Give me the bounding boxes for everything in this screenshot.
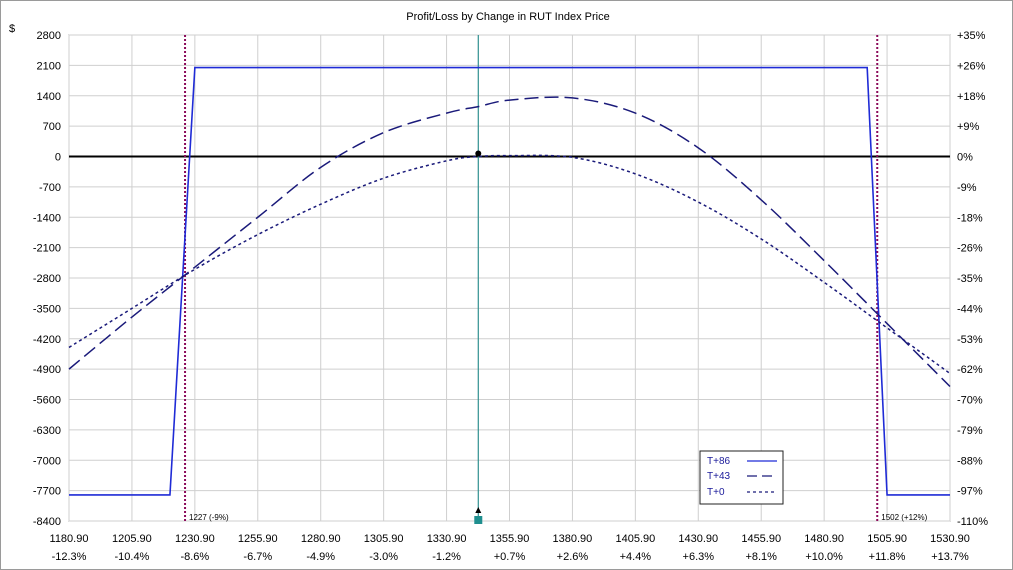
x-tick-label: 1380.90: [553, 533, 593, 545]
legend-label-t86: T+86: [707, 456, 731, 467]
x-tick-label: 1505.90: [867, 533, 907, 545]
x-pct-tick-label: -4.9%: [306, 551, 335, 563]
breakeven-label: 1227 (-9%): [189, 513, 229, 522]
y-tick-label: 0: [55, 152, 61, 164]
y-axis-unit-label: $: [9, 23, 15, 35]
y-pct-tick-label: -18%: [957, 212, 983, 224]
legend: T+86 T+43 T+0: [699, 450, 784, 505]
current-price-handle[interactable]: [474, 516, 483, 524]
y-tick-label: -6300: [33, 425, 61, 437]
x-pct-tick-label: +13.7%: [931, 551, 969, 563]
y-pct-tick-label: +18%: [957, 91, 986, 103]
y-tick-label: -4200: [33, 334, 61, 346]
y-pct-tick-label: -26%: [957, 243, 983, 255]
y-tick-label: 2100: [37, 60, 61, 72]
y-pct-tick-label: +9%: [957, 121, 980, 133]
series-line-t43: [68, 96, 951, 388]
current-pnl-marker: [475, 150, 482, 157]
y-tick-label: 2800: [37, 30, 61, 42]
y-pct-tick-label: +26%: [957, 60, 986, 72]
y-pct-tick-label: -62%: [957, 364, 983, 376]
x-tick-label: 1405.90: [615, 533, 655, 545]
y-tick-label: -4900: [33, 364, 61, 376]
y-pct-tick-label: -9%: [957, 182, 977, 194]
legend-label-t0: T+0: [707, 487, 725, 498]
y-tick-label: 1400: [37, 91, 61, 103]
y-axis-right-ticks: +35% +26% +18% +9% 0% -9% -18% -26% -35% -44% -53%…: [957, 30, 988, 528]
x-tick-label: 1180.90: [50, 533, 89, 545]
chart-title: Profit/Loss by Change in RUT Index Price: [406, 11, 609, 23]
x-pct-tick-label: -10.4%: [114, 551, 149, 563]
series-line-t86: [69, 66, 950, 496]
y-pct-tick-label: +35%: [957, 30, 986, 42]
x-pct-tick-label: -8.6%: [180, 551, 209, 563]
x-tick-label: 1205.90: [112, 533, 152, 545]
x-pct-tick-label: -6.7%: [243, 551, 272, 563]
x-pct-tick-label: +2.6%: [557, 551, 589, 563]
y-tick-label: -7000: [33, 455, 61, 467]
x-pct-tick-label: +6.3%: [683, 551, 715, 563]
y-pct-tick-label: -88%: [957, 455, 983, 467]
y-tick-label: -7700: [33, 486, 61, 498]
x-tick-label: 1355.90: [490, 533, 530, 545]
y-tick-label: -700: [39, 182, 61, 194]
y-pct-tick-label: -35%: [957, 273, 983, 285]
y-tick-label: -5600: [33, 395, 61, 407]
legend-swatches: [747, 460, 777, 493]
legend-label-t43: T+43: [707, 471, 731, 482]
x-tick-label: 1230.90: [175, 533, 215, 545]
x-tick-label: 1430.90: [678, 533, 718, 545]
x-pct-tick-label: +4.4%: [620, 551, 652, 563]
breakeven-lines: 1227 (-9%) 1502 (+12%): [184, 35, 928, 522]
x-tick-label: 1255.90: [238, 533, 278, 545]
y-tick-label: 700: [43, 121, 61, 133]
x-axis-percent-ticks: -12.3% -10.4% -8.6% -6.7% -4.9% -3.0% -1.2% +0.…: [52, 551, 969, 563]
x-tick-label: 1480.90: [804, 533, 844, 545]
y-tick-label: -8400: [33, 516, 61, 528]
x-axis-price-ticks: 1180.90 1205.90 1230.90 1255.90 1280.90 1305.…: [50, 533, 970, 545]
x-pct-tick-label: +10.0%: [805, 551, 843, 563]
current-price-arrow: [475, 507, 482, 513]
x-pct-tick-label: +0.7%: [494, 551, 526, 563]
breakeven-label: 1502 (+12%): [881, 513, 927, 522]
x-pct-tick-label: -3.0%: [369, 551, 398, 563]
y-pct-tick-label: 0%: [957, 152, 973, 164]
series-line-t0: [68, 154, 951, 375]
y-tick-label: -2800: [33, 273, 61, 285]
current-price-markers: [474, 150, 483, 524]
y-pct-tick-label: -70%: [957, 395, 983, 407]
y-tick-label: -2100: [33, 243, 61, 255]
y-tick-label: -1400: [33, 212, 61, 224]
grid-lines: [68, 34, 951, 522]
y-axis-left-ticks: 2800 2100 1400 700 0 -700 -1400 -2100 -2800 -3500…: [33, 30, 61, 528]
y-pct-tick-label: -79%: [957, 425, 983, 437]
x-pct-tick-label: +11.8%: [869, 551, 906, 563]
x-tick-label: 1455.90: [741, 533, 781, 545]
y-pct-tick-label: -53%: [957, 334, 983, 346]
x-pct-tick-label: -12.3%: [52, 551, 87, 563]
x-tick-label: 1530.90: [930, 533, 970, 545]
x-tick-label: 1330.90: [427, 533, 467, 545]
x-tick-label: 1305.90: [364, 533, 404, 545]
y-tick-label: -3500: [33, 303, 61, 315]
series-lines: [68, 66, 951, 496]
y-pct-tick-label: -44%: [957, 303, 983, 315]
y-pct-tick-label: -97%: [957, 486, 983, 498]
x-tick-label: 1280.90: [301, 533, 341, 545]
x-pct-tick-label: +8.1%: [745, 551, 777, 563]
x-pct-tick-label: -1.2%: [432, 551, 461, 563]
y-pct-tick-label: -110%: [957, 516, 988, 528]
